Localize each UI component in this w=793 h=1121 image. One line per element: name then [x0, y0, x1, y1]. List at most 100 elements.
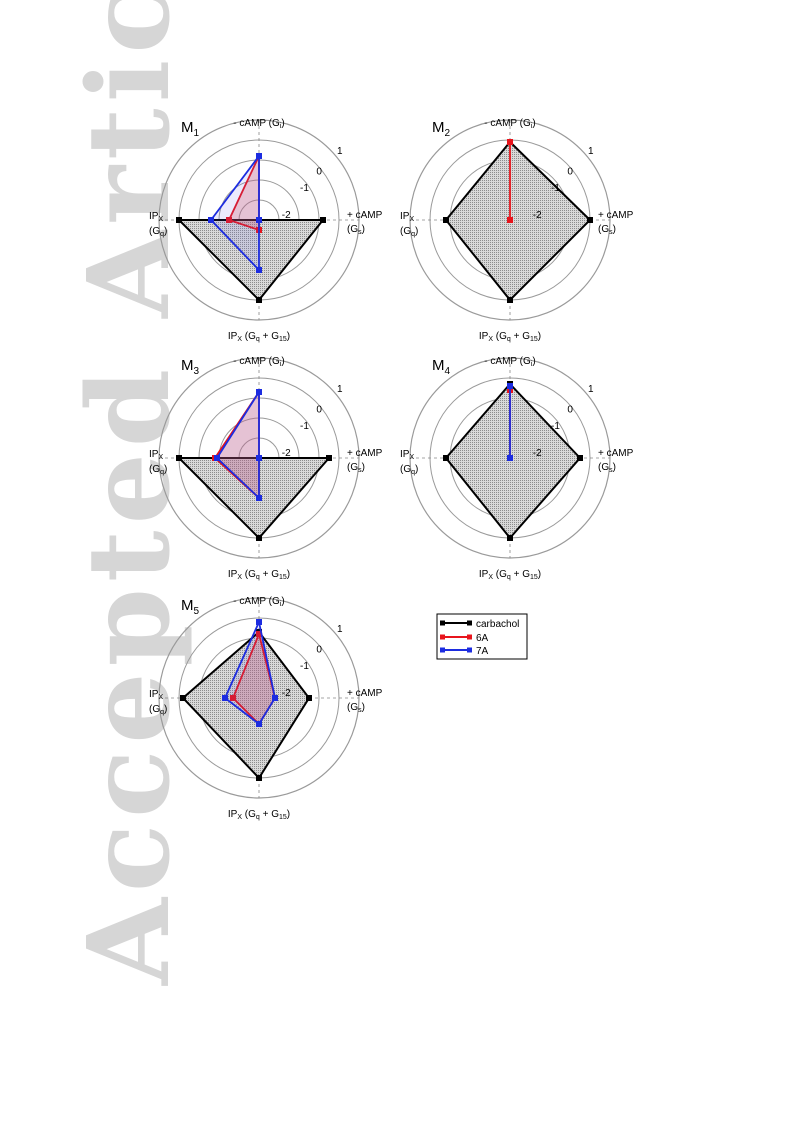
- ring-label: 0: [567, 405, 573, 416]
- ring-label: -2: [282, 448, 291, 459]
- legend-label-carbachol: carbachol: [476, 619, 519, 630]
- axis-label-left-sub: (Gq): [149, 226, 167, 238]
- series-carbachol-point-3: [176, 455, 182, 461]
- series-7a-point-1: [256, 455, 262, 461]
- ring-label: 0: [316, 405, 322, 416]
- legend-marker-6a-right: [467, 634, 472, 640]
- series-carbachol-point-1: [326, 455, 332, 461]
- chart-title: M3: [181, 357, 200, 377]
- axis-label-left-sub: (Gq): [149, 464, 167, 476]
- radar-chart-m3: -2 -1 0 1 M3 - cAMP (Gi) + cAMP (Gs) IPX (Gq) IPX …: [149, 356, 383, 581]
- series-carbachol-point-2: [256, 297, 262, 303]
- ring-label: -2: [533, 448, 542, 459]
- radar-chart-m5: -2 -1 0 1 M5 - cAMP (Gi) + cAMP (Gs) IPX (Gq) IPX …: [149, 596, 383, 821]
- axis-label-right: + cAMP: [347, 448, 383, 459]
- legend-label-6a: 6A: [476, 633, 489, 644]
- radar-chart-m4: -2 -1 0 1 M4 - cAMP (Gi) + cAMP (Gs) IPX (Gq) IPX …: [400, 356, 634, 581]
- axis-label-top: - cAMP (Gi): [233, 356, 284, 368]
- ring-label: -1: [551, 421, 560, 432]
- series-7a-point-2: [256, 267, 262, 273]
- ring-label: -1: [551, 183, 560, 194]
- series-7a-point-0: [256, 619, 262, 625]
- axis-label-top: - cAMP (Gi): [484, 356, 535, 368]
- series-carbachol-point-2: [507, 297, 513, 303]
- ring-label: -1: [300, 661, 309, 672]
- ring-label: -2: [533, 210, 542, 221]
- axis-label-top: - cAMP (Gi): [233, 118, 284, 130]
- ring-label: 0: [316, 167, 322, 178]
- ring-label: 0: [567, 167, 573, 178]
- axis-label-right-sub: (Gs): [598, 224, 616, 236]
- ring-label: 1: [337, 624, 343, 635]
- series-carbachol-point-2: [507, 535, 513, 541]
- axis-label-top: - cAMP (Gi): [233, 596, 284, 608]
- series-carbachol-point-1: [587, 217, 593, 223]
- series-7a-point-3: [208, 217, 214, 223]
- axis-label-left: IPX: [149, 211, 163, 223]
- series-6a-point-0: [507, 139, 513, 145]
- legend-marker-7a-left: [440, 647, 445, 653]
- ring-label: -1: [300, 183, 309, 194]
- series-carbachol-point-3: [176, 217, 182, 223]
- axis-label-left-sub: (Gq): [400, 464, 418, 476]
- ring-label: -2: [282, 688, 291, 699]
- axis-label-bottom: IPX (Gq + G15): [228, 569, 290, 581]
- legend-entry-carbachol: carbachol: [440, 619, 519, 630]
- chart-title: M1: [181, 119, 200, 139]
- series-7a-point-0: [507, 383, 513, 389]
- series-7a-point-3: [214, 455, 220, 461]
- series-7a-point-3: [222, 695, 228, 701]
- series-carbachol-point-1: [577, 455, 583, 461]
- axis-label-right: + cAMP: [598, 448, 634, 459]
- radar-chart-m1: -2 -1 0 1 M1 - cAMP (Gi) + cAMP (Gs) IPX (Gq) IPX …: [149, 118, 383, 343]
- ring-label: 1: [588, 146, 594, 157]
- ring-label: 1: [588, 384, 594, 395]
- axis-label-left: IPX: [149, 689, 163, 701]
- series-7a-point-3: [507, 455, 513, 461]
- chart-title: M5: [181, 597, 200, 617]
- series-7a-point-2: [256, 721, 262, 727]
- legend-entry-7a: 7A: [440, 646, 489, 657]
- ring-label: 1: [337, 146, 343, 157]
- ring-label: -1: [300, 421, 309, 432]
- series-7a-point-2: [256, 495, 262, 501]
- legend-marker-7a-right: [467, 647, 472, 653]
- axis-label-left-sub: (Gq): [149, 704, 167, 716]
- watermark-text: Accepted Article: [64, 0, 195, 986]
- axis-label-right-sub: (Gs): [347, 224, 365, 236]
- ring-label: -2: [282, 210, 291, 221]
- axis-label-left: IPX: [400, 211, 414, 223]
- series-carbachol-point-2: [256, 535, 262, 541]
- series-7a-point-0: [256, 389, 262, 395]
- axis-label-right: + cAMP: [347, 210, 383, 221]
- chart-title: M4: [432, 357, 451, 377]
- axis-label-right: + cAMP: [347, 688, 383, 699]
- axis-label-right: + cAMP: [598, 210, 634, 221]
- legend-marker-carbachol-left: [440, 620, 445, 626]
- ring-label: 0: [316, 645, 322, 656]
- series-carbachol-point-1: [306, 695, 312, 701]
- axis-label-bottom: IPX (Gq + G15): [479, 569, 541, 581]
- axis-label-bottom: IPX (Gq + G15): [479, 331, 541, 343]
- series-carbachol-point-3: [443, 217, 449, 223]
- series-6a-point-3: [507, 217, 513, 223]
- legend-box: [436, 613, 528, 660]
- radar-chart-m2: -2 -1 0 1 M2 - cAMP (Gi) + cAMP (Gs) IPX (Gq) IPX …: [400, 118, 634, 343]
- legend-marker-carbachol-right: [467, 620, 472, 626]
- axis-label-right-sub: (Gs): [347, 462, 365, 474]
- series-carbachol-point-3: [180, 695, 186, 701]
- axis-label-left: IPX: [149, 449, 163, 461]
- axis-label-bottom: IPX (Gq + G15): [228, 331, 290, 343]
- axis-label-left-sub: (Gq): [400, 226, 418, 238]
- axis-label-top: - cAMP (Gi): [484, 118, 535, 130]
- series-carbachol-point-1: [320, 217, 326, 223]
- axis-label-right-sub: (Gs): [598, 462, 616, 474]
- series-carbachol-point-2: [256, 775, 262, 781]
- series-7a-point-1: [272, 695, 278, 701]
- series-6a-point-0: [256, 631, 262, 637]
- axis-label-right-sub: (Gs): [347, 702, 365, 714]
- series-6a-point-3: [230, 695, 236, 701]
